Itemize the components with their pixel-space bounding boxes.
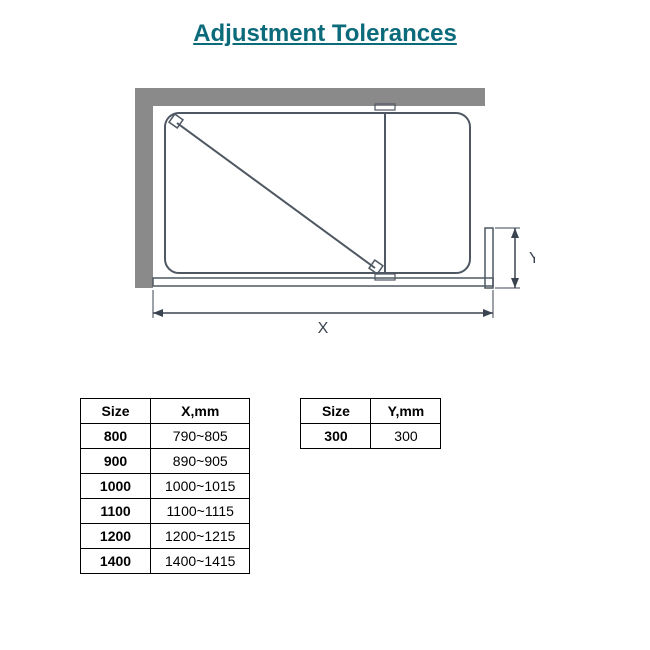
cell-value: 790~805 xyxy=(151,424,250,449)
table-row: 300300 xyxy=(301,424,441,449)
dim-y-arrow-b xyxy=(511,278,519,288)
cell-value: 1400~1415 xyxy=(151,549,250,574)
wall-top xyxy=(135,88,485,106)
table-x-header-xmm: X,mm xyxy=(151,399,250,424)
dim-y-arrow-t xyxy=(511,228,519,238)
table-row: 900890~905 xyxy=(81,449,250,474)
dim-y-label: Y xyxy=(529,250,535,267)
page-title: Adjustment Tolerances xyxy=(40,20,610,48)
return-panel xyxy=(485,228,493,288)
dim-x-label: X xyxy=(318,320,329,337)
table-x-body: 800790~805900890~90510001000~10151100110… xyxy=(81,424,250,574)
cell-size: 1000 xyxy=(81,474,151,499)
diagram-container: X Y xyxy=(40,78,610,358)
cell-size: 1100 xyxy=(81,499,151,524)
table-row: 11001100~1115 xyxy=(81,499,250,524)
table-y: Size Y,mm 300300 xyxy=(300,398,441,449)
table-row: 14001400~1415 xyxy=(81,549,250,574)
glass-panel xyxy=(165,113,470,273)
table-x-header-size: Size xyxy=(81,399,151,424)
table-y-header-size: Size xyxy=(301,399,371,424)
cell-size: 1200 xyxy=(81,524,151,549)
support-bar xyxy=(177,123,375,268)
cell-value: 1000~1015 xyxy=(151,474,250,499)
wall-left xyxy=(135,88,153,288)
table-row: 10001000~1015 xyxy=(81,474,250,499)
table-y-body: 300300 xyxy=(301,424,441,449)
table-row: 12001200~1215 xyxy=(81,524,250,549)
cell-value: 300 xyxy=(371,424,441,449)
cell-size: 1400 xyxy=(81,549,151,574)
enclosure-diagram: X Y xyxy=(115,78,535,358)
dim-x-arrow-r xyxy=(483,309,493,317)
cell-size: 800 xyxy=(81,424,151,449)
cell-size: 900 xyxy=(81,449,151,474)
cell-size: 300 xyxy=(301,424,371,449)
dim-x-arrow-l xyxy=(153,309,163,317)
front-rail xyxy=(153,278,493,286)
bracket-bottom xyxy=(369,260,383,274)
tables-container: Size X,mm 800790~805900890~90510001000~1… xyxy=(40,398,610,574)
table-y-header-ymm: Y,mm xyxy=(371,399,441,424)
cell-value: 1100~1115 xyxy=(151,499,250,524)
table-x: Size X,mm 800790~805900890~90510001000~1… xyxy=(80,398,250,574)
hinge-bottom xyxy=(375,274,395,280)
cell-value: 1200~1215 xyxy=(151,524,250,549)
cell-value: 890~905 xyxy=(151,449,250,474)
table-row: 800790~805 xyxy=(81,424,250,449)
